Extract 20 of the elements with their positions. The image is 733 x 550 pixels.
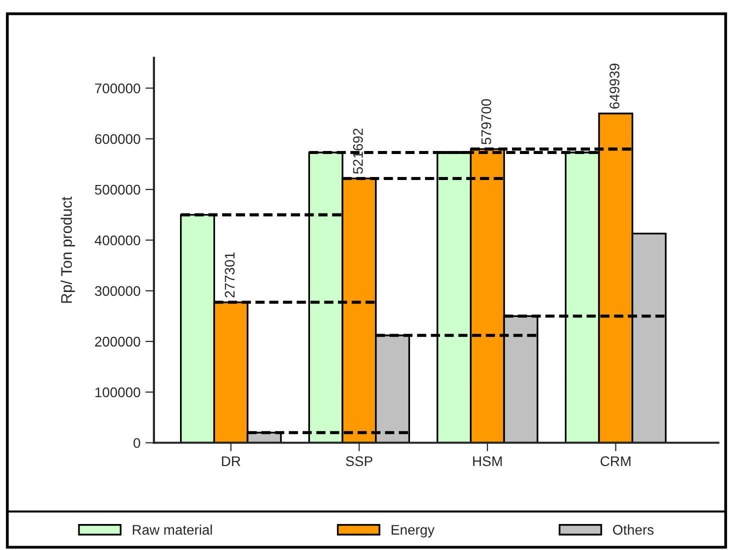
x-tick-label: CRM [600, 456, 630, 466]
data-label: 579700 [481, 99, 492, 144]
y-axis-title: Rp/ Ton product [60, 196, 75, 303]
y-tick-label: 400000 [94, 235, 140, 246]
y-tick-label: 700000 [95, 83, 140, 94]
legend-label: Others [613, 524, 654, 535]
x-tick-label: SSP [346, 456, 372, 466]
y-tick-label: 600000 [95, 134, 140, 144]
x-tick-label: DR [222, 456, 240, 466]
y-tick-label: 300000 [94, 286, 140, 296]
y-tick-label: 200000 [95, 336, 140, 347]
data-label: 521692 [353, 128, 363, 174]
y-tick-label: 500000 [94, 184, 140, 195]
y-tick-label: 100000 [95, 387, 140, 398]
x-tick-label: HSM [473, 456, 502, 466]
legend-label: Energy [392, 525, 435, 538]
data-label: 649939 [610, 64, 620, 109]
legend-label: Raw material [132, 524, 212, 535]
y-tick-label: 0 [134, 438, 140, 448]
data-label: 277301 [224, 252, 235, 298]
